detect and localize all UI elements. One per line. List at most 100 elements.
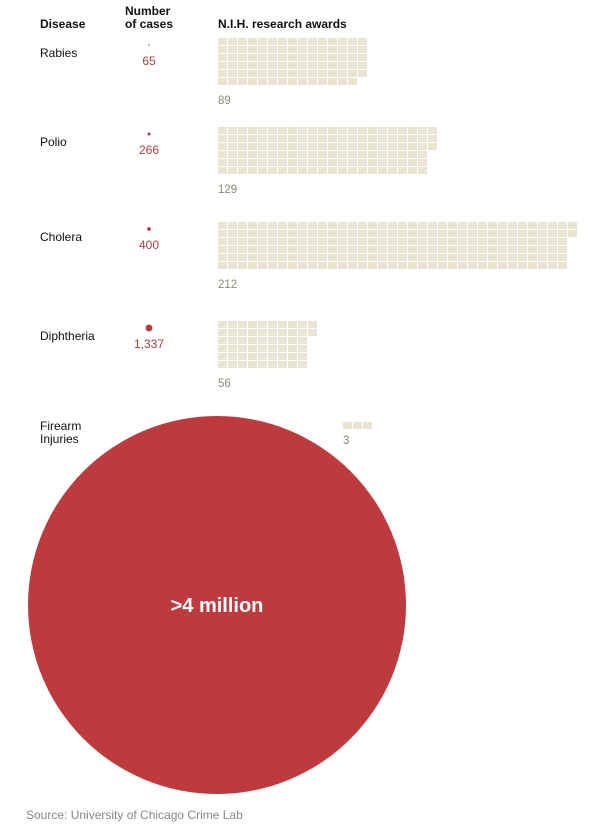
- award-square: [378, 159, 387, 166]
- award-square: [478, 254, 487, 261]
- award-square: [288, 238, 297, 245]
- disease-label: Diphtheria: [40, 329, 95, 343]
- award-square: [318, 262, 327, 269]
- award-square: [438, 230, 447, 237]
- award-square: [338, 151, 347, 158]
- award-square: [468, 238, 477, 245]
- award-square: [328, 159, 337, 166]
- award-square: [328, 70, 337, 77]
- award-square: [338, 254, 347, 261]
- award-square: [378, 167, 387, 174]
- award-square: [258, 159, 267, 166]
- award-square: [488, 222, 497, 229]
- award-square: [328, 230, 337, 237]
- award-square: [288, 70, 297, 77]
- award-square: [228, 159, 237, 166]
- award-square: [498, 238, 507, 245]
- award-square: [378, 127, 387, 134]
- award-square: [228, 54, 237, 61]
- award-square: [278, 143, 287, 150]
- award-square: [318, 46, 327, 53]
- award-square: [468, 230, 477, 237]
- award-square: [248, 62, 257, 69]
- award-square: [248, 361, 257, 368]
- award-square: [288, 361, 297, 368]
- award-square: [318, 151, 327, 158]
- award-square: [338, 167, 347, 174]
- award-square: [288, 337, 297, 344]
- award-square: [348, 46, 357, 53]
- award-square: [238, 78, 247, 85]
- award-square: [408, 151, 417, 158]
- award-square: [348, 167, 357, 174]
- award-square: [228, 262, 237, 269]
- award-square: [378, 143, 387, 150]
- award-square: [248, 262, 257, 269]
- award-square: [228, 127, 237, 134]
- award-square: [278, 127, 287, 134]
- case-dot: [148, 44, 150, 46]
- award-square: [428, 135, 437, 142]
- award-square: [278, 159, 287, 166]
- award-square: [468, 254, 477, 261]
- award-square: [368, 238, 377, 245]
- award-square: [218, 143, 227, 150]
- award-square: [508, 222, 517, 229]
- award-square: [318, 70, 327, 77]
- award-square: [248, 54, 257, 61]
- award-square: [328, 222, 337, 229]
- award-square: [448, 246, 457, 253]
- award-square: [288, 159, 297, 166]
- award-square: [218, 361, 227, 368]
- award-square: [498, 254, 507, 261]
- award-square: [388, 254, 397, 261]
- award-square: [348, 254, 357, 261]
- award-square: [338, 159, 347, 166]
- award-square: [308, 46, 317, 53]
- award-square: [288, 222, 297, 229]
- award-square: [228, 321, 237, 328]
- award-square: [398, 159, 407, 166]
- row-cholera: Cholera 400 212: [40, 222, 577, 291]
- award-square: [278, 329, 287, 336]
- award-square: [268, 353, 277, 360]
- award-square: [308, 222, 317, 229]
- award-square: [268, 337, 277, 344]
- award-square: [318, 54, 327, 61]
- award-square: [358, 127, 367, 134]
- award-square: [258, 337, 267, 344]
- award-square: [338, 230, 347, 237]
- award-square: [428, 246, 437, 253]
- award-square: [308, 246, 317, 253]
- award-square: [228, 337, 237, 344]
- award-square: [328, 246, 337, 253]
- award-square: [368, 135, 377, 142]
- award-square: [408, 246, 417, 253]
- case-count-label: 400: [139, 238, 159, 252]
- award-square: [318, 78, 327, 85]
- award-square: [258, 353, 267, 360]
- award-square: [308, 135, 317, 142]
- award-square: [268, 70, 277, 77]
- award-square: [218, 78, 227, 85]
- award-square: [358, 62, 367, 69]
- award-square: [278, 151, 287, 158]
- award-square: [308, 321, 317, 328]
- award-square: [358, 70, 367, 77]
- disease-label: Firearm: [40, 419, 81, 433]
- award-square: [228, 329, 237, 336]
- award-square: [528, 254, 537, 261]
- award-square: [448, 262, 457, 269]
- award-square: [258, 238, 267, 245]
- award-square: [338, 262, 347, 269]
- award-square: [298, 135, 307, 142]
- award-square: [498, 262, 507, 269]
- disease-label: Injuries: [40, 432, 79, 446]
- award-square: [268, 361, 277, 368]
- award-square: [238, 62, 247, 69]
- award-square: [298, 246, 307, 253]
- award-square: [298, 222, 307, 229]
- award-square: [418, 254, 427, 261]
- award-square: [428, 127, 437, 134]
